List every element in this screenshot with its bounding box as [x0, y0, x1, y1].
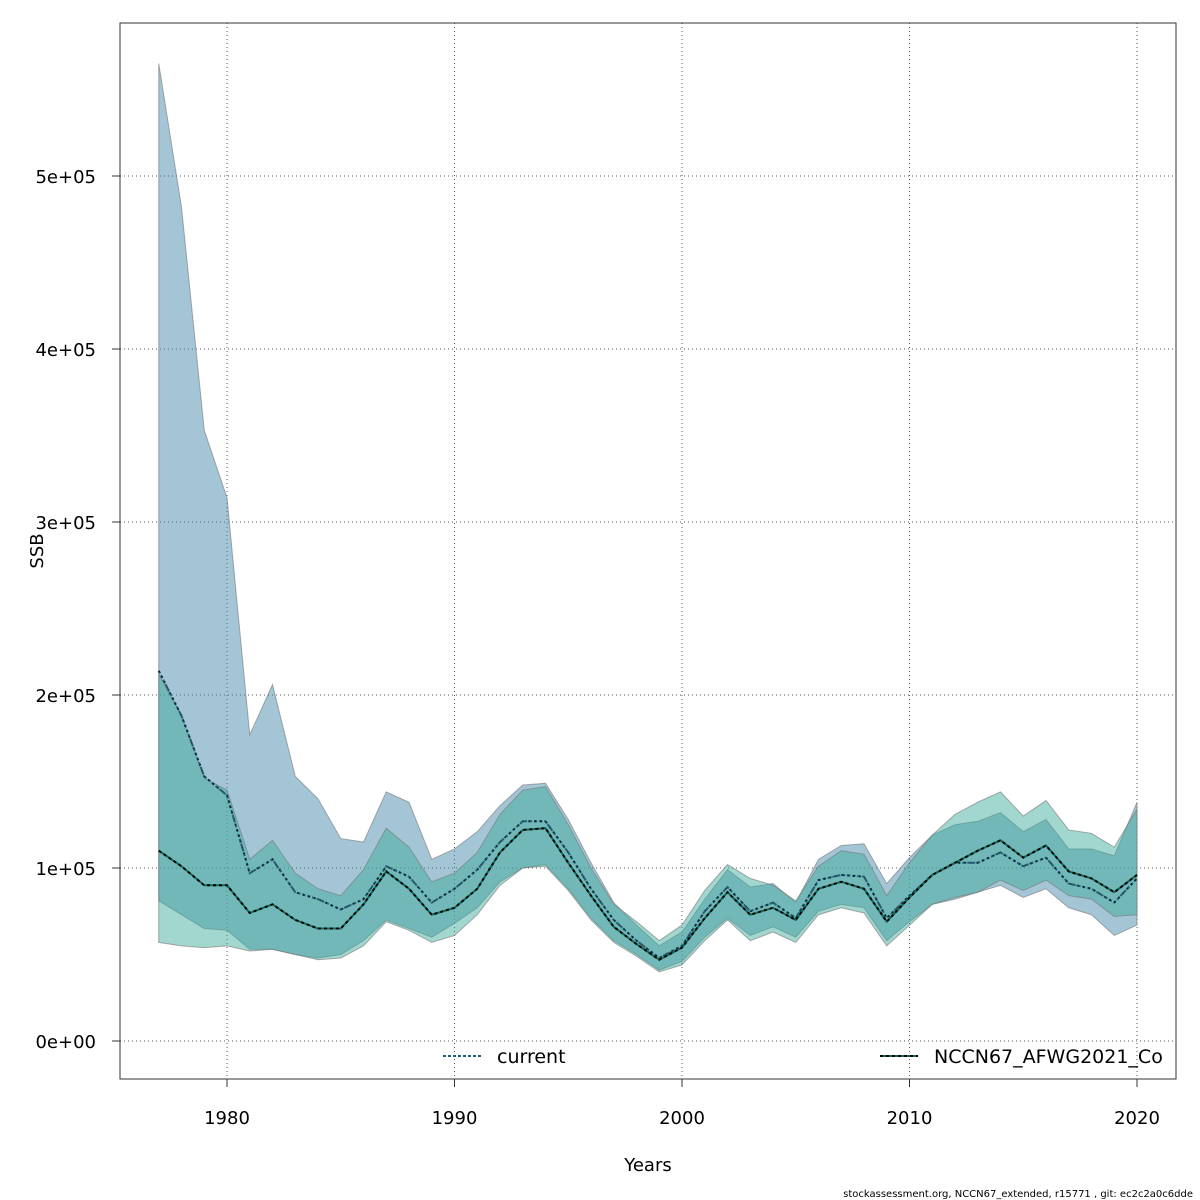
x-tick-label: 1980: [204, 1108, 250, 1129]
x-axis-label: Years: [623, 1155, 672, 1176]
confidence-band-nccn67: [158, 673, 1138, 973]
legend-label-current: current: [497, 1046, 566, 1068]
axes: 1980 1990 2000 2010 2020 0e+00 1e+05 2e+05 3e+05…: [35, 167, 1159, 1129]
y-tick-label: 4e+05: [35, 340, 96, 361]
legend: current NCCN67_AFWG2021_Co: [443, 1046, 1163, 1068]
footer-credit: stockassessment.org, NCCN67_extended, r1…: [843, 1189, 1193, 1200]
x-tick-label: 2010: [887, 1108, 933, 1129]
y-tick-label: 5e+05: [35, 167, 96, 188]
series-line-nccn67: [158, 827, 1138, 961]
y-tick-label: 1e+05: [35, 859, 96, 880]
confidence-band-current: [158, 63, 1138, 971]
legend-label-nccn67: NCCN67_AFWG2021_Co: [934, 1046, 1163, 1068]
y-tick-label: 0e+00: [35, 1032, 96, 1053]
x-tick-label: 2000: [659, 1108, 705, 1129]
series-line-current: [157, 670, 1138, 960]
x-tick-label: 1990: [432, 1108, 478, 1129]
y-axis-label: SSB: [27, 533, 48, 568]
plot-frame: [119, 22, 1177, 1080]
y-tick-label: 2e+05: [35, 686, 96, 707]
lines: [157, 670, 1138, 961]
bands: [158, 63, 1138, 973]
y-tick-label: 3e+05: [35, 513, 96, 534]
x-tick-label: 2020: [1114, 1108, 1160, 1129]
